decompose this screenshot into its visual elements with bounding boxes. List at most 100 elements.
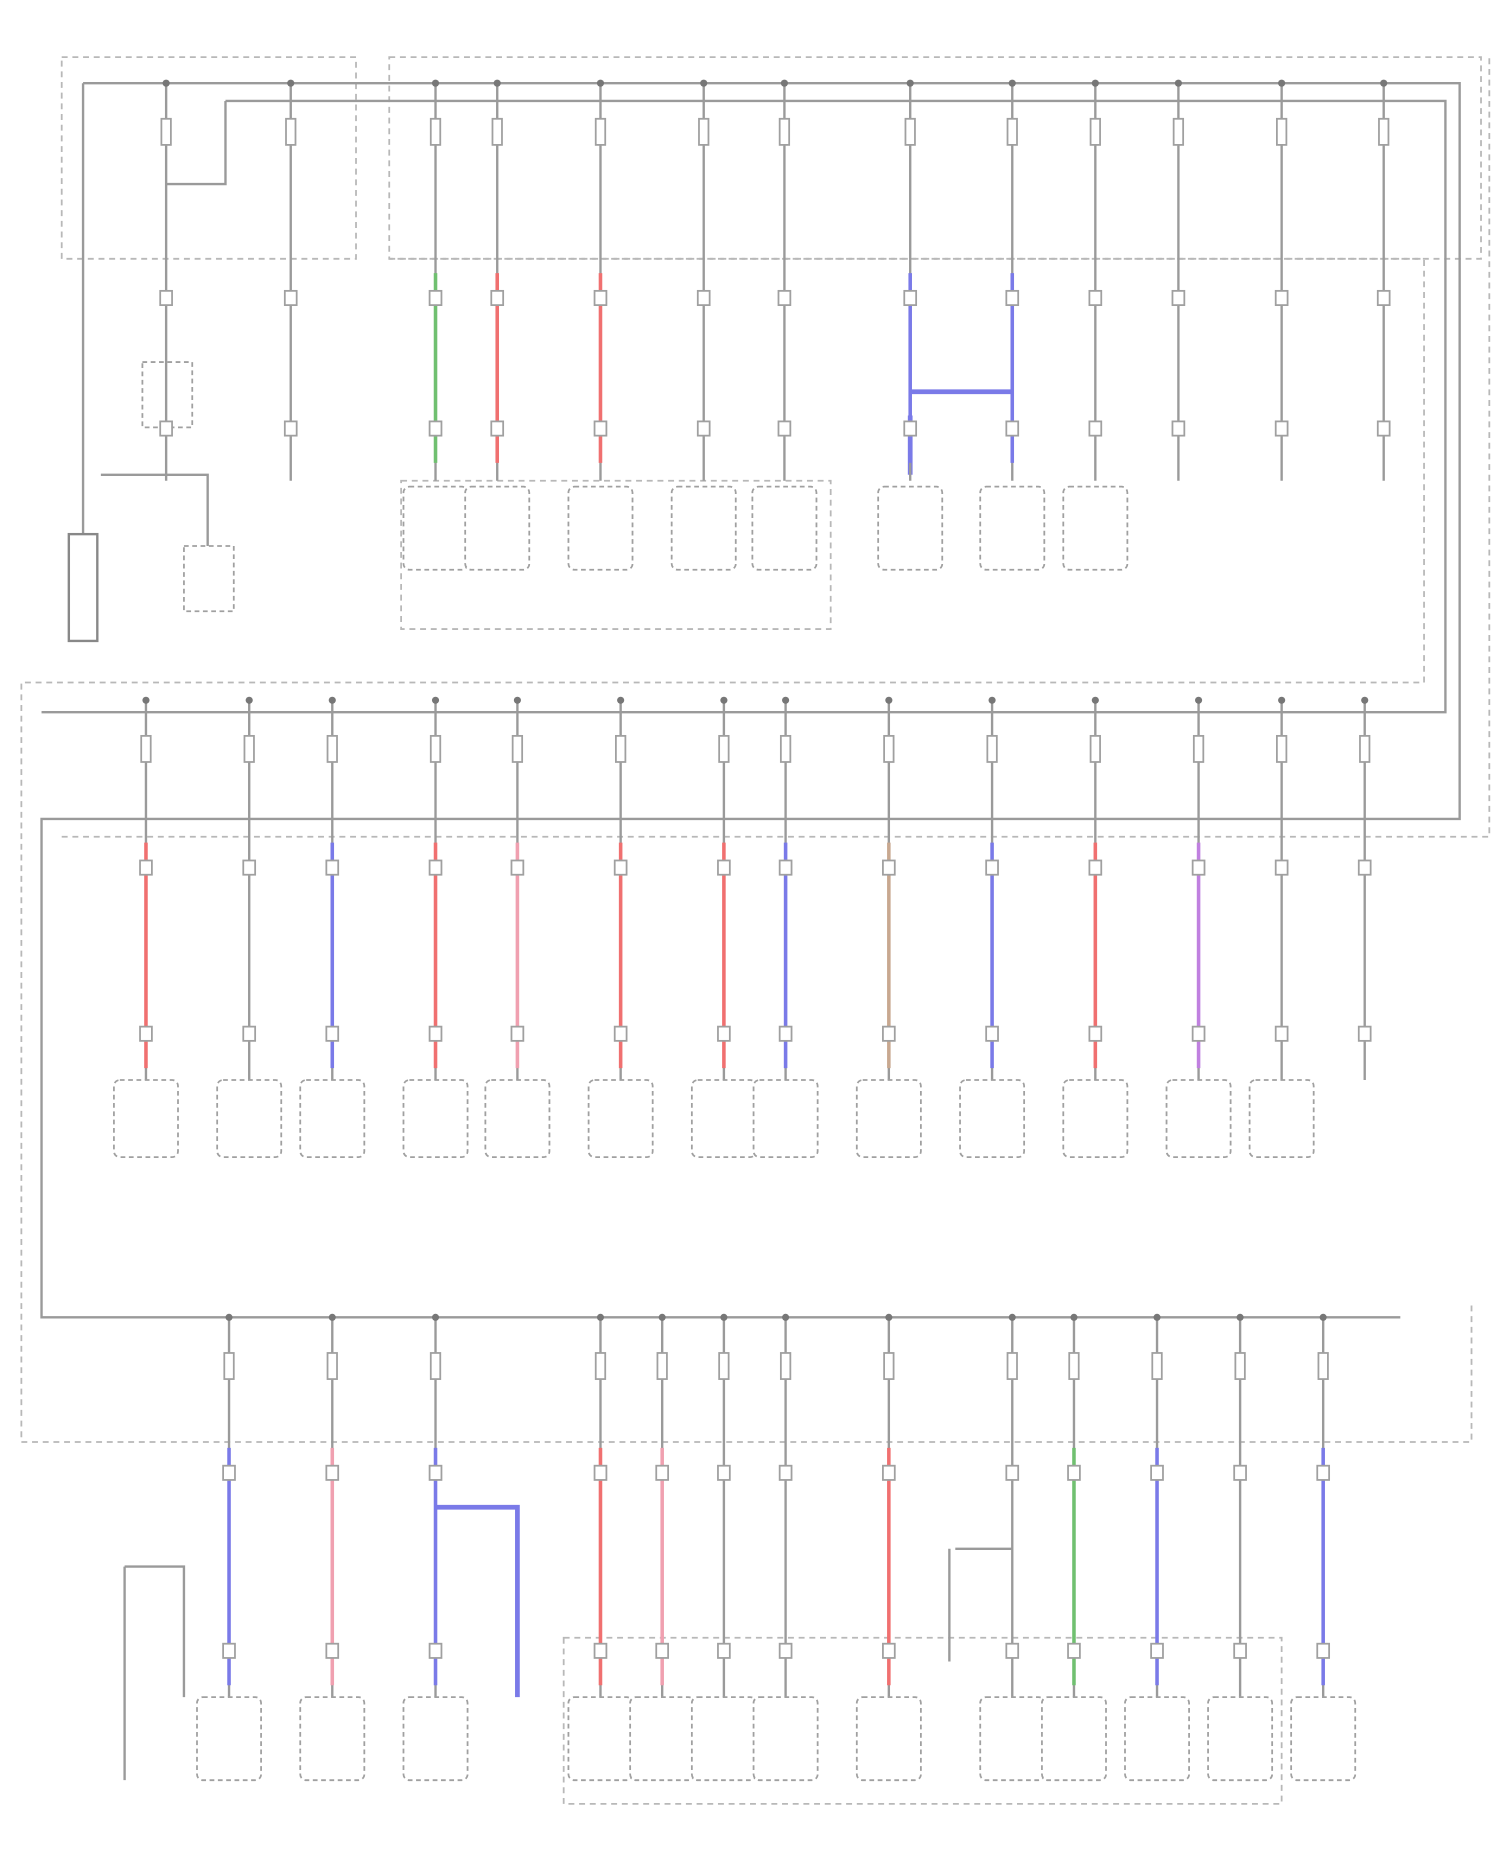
connector: [242, 1025, 257, 1042]
connector: [1067, 1464, 1081, 1481]
connector: [778, 859, 793, 876]
fuse: [429, 117, 442, 146]
component: [1165, 1079, 1232, 1159]
component: [670, 485, 737, 571]
fuse: [1234, 1352, 1246, 1380]
connector: [717, 1464, 731, 1481]
connector: [1005, 420, 1020, 437]
connector: [717, 1642, 731, 1659]
splice: [782, 696, 790, 704]
fuse: [718, 1352, 730, 1380]
connector: [1357, 859, 1372, 876]
connector: [1150, 1642, 1164, 1659]
splice: [617, 696, 625, 704]
relay-box-outline: [562, 1636, 1283, 1805]
connector: [139, 859, 153, 876]
connector: [882, 859, 896, 876]
connector: [428, 1464, 443, 1481]
splice: [225, 1313, 233, 1321]
fuse: [656, 1352, 668, 1380]
fuse: [429, 1352, 442, 1380]
connector: [1233, 1642, 1247, 1659]
splice: [328, 696, 336, 704]
connector: [613, 859, 628, 876]
connector: [655, 1642, 670, 1659]
fuse: [1192, 734, 1205, 763]
connector: [593, 289, 608, 306]
connector: [428, 1025, 443, 1042]
fuse: [986, 734, 998, 763]
connector: [903, 420, 918, 437]
connector: [985, 859, 999, 876]
connector: [903, 289, 918, 306]
fuse-box-outline: [60, 56, 357, 260]
component: [402, 485, 469, 571]
fuse: [904, 117, 916, 146]
connector: [222, 1464, 236, 1481]
component: [1062, 485, 1129, 571]
wire: [948, 1547, 1013, 1662]
connector: [1357, 1025, 1372, 1042]
splice: [596, 79, 605, 87]
component: [567, 1696, 634, 1782]
component: [402, 1696, 469, 1782]
connector: [325, 1642, 340, 1659]
component: [299, 1079, 366, 1159]
connector: [593, 1464, 608, 1481]
connector: [717, 1025, 731, 1042]
splice: [245, 696, 253, 704]
connector: [1274, 420, 1289, 437]
component: [752, 1696, 819, 1782]
fuse: [1006, 1352, 1018, 1380]
connector: [778, 1642, 793, 1659]
fuse: [778, 117, 791, 146]
connector: [1088, 289, 1103, 306]
connector: [139, 1025, 153, 1042]
fuse: [718, 734, 730, 763]
splice: [1380, 79, 1388, 87]
component: [113, 1079, 179, 1159]
connector: [159, 420, 173, 437]
component: [1124, 1696, 1190, 1782]
connector: [490, 420, 505, 437]
fuse: [779, 734, 792, 763]
connector: [325, 859, 340, 876]
splice: [658, 1313, 666, 1321]
fuse: [1006, 117, 1018, 146]
connector: [510, 1025, 525, 1042]
component: [216, 1079, 283, 1159]
connector: [882, 1464, 896, 1481]
connector: [1274, 1025, 1289, 1042]
connector: [985, 1025, 999, 1042]
splice: [1236, 1313, 1244, 1321]
wire: [435, 1504, 520, 1698]
connector: [428, 1642, 443, 1659]
connector: [717, 859, 731, 876]
connector: [283, 420, 298, 437]
connector: [1233, 1464, 1247, 1481]
fuse: [160, 117, 172, 146]
component: [1248, 1079, 1315, 1159]
wire: [100, 473, 209, 547]
connector: [777, 289, 792, 306]
splice: [1174, 79, 1182, 87]
harness-outline: [61, 57, 1491, 838]
connector: [1191, 1025, 1206, 1042]
connector: [1067, 1642, 1081, 1659]
connector: [428, 420, 443, 437]
splice: [885, 1313, 893, 1321]
fuse: [429, 734, 442, 763]
component: [1290, 1696, 1357, 1782]
splice: [596, 1313, 605, 1321]
component: [402, 1079, 469, 1159]
fuse: [1276, 117, 1288, 146]
connector: [1150, 1464, 1164, 1481]
connector: [593, 1642, 608, 1659]
fuse: [511, 734, 524, 763]
fuse: [1317, 1352, 1329, 1380]
fuse: [491, 117, 503, 146]
splice: [700, 79, 708, 87]
fuse: [883, 1352, 895, 1380]
splice: [142, 696, 150, 704]
